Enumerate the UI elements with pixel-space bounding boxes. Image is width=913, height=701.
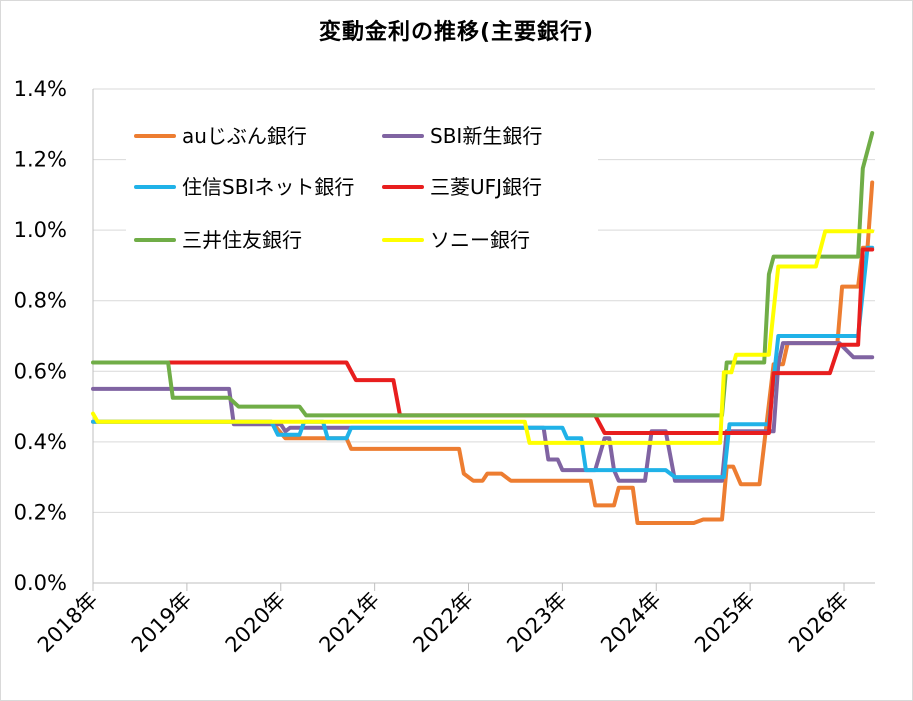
series-lines — [91, 131, 875, 525]
legend-label: SBI新生銀行 — [430, 124, 542, 148]
y-tick-label: 0.2% — [14, 500, 67, 524]
x-tick-label: 2022年 — [408, 588, 478, 658]
series-line — [91, 131, 875, 418]
x-tick-label: 2023年 — [502, 588, 572, 658]
legend-label: auじぶん銀行 — [182, 124, 307, 148]
legend-background — [126, 114, 598, 266]
x-tick-label: 2018年 — [33, 588, 103, 658]
y-tick-label: 1.4% — [14, 77, 67, 101]
y-tick-label: 1.0% — [14, 218, 67, 242]
legend-label: 三井住友銀行 — [182, 228, 302, 252]
x-tick-label: 2025年 — [690, 588, 760, 658]
y-tick-label: 0.0% — [14, 571, 67, 595]
x-tick-label: 2020年 — [221, 588, 291, 658]
y-tick-label: 0.4% — [14, 430, 67, 454]
x-tick-label: 2019年 — [127, 588, 197, 658]
series-line — [91, 229, 875, 445]
legend-label: 住信SBIネット銀行 — [182, 175, 354, 199]
y-tick-label: 0.6% — [14, 359, 67, 383]
y-tick-label: 1.2% — [14, 148, 67, 172]
x-tick-label: 2024年 — [596, 588, 666, 658]
x-tick-label: 2021年 — [315, 588, 385, 658]
x-tick-label: 2026年 — [784, 588, 854, 658]
legend-label: 三菱UFJ銀行 — [430, 175, 542, 199]
legend-label: ソニー銀行 — [430, 228, 530, 252]
chart-title: 変動金利の推移(主要銀行) — [318, 20, 595, 45]
y-tick-label: 0.8% — [14, 289, 67, 313]
series-line — [166, 247, 875, 435]
